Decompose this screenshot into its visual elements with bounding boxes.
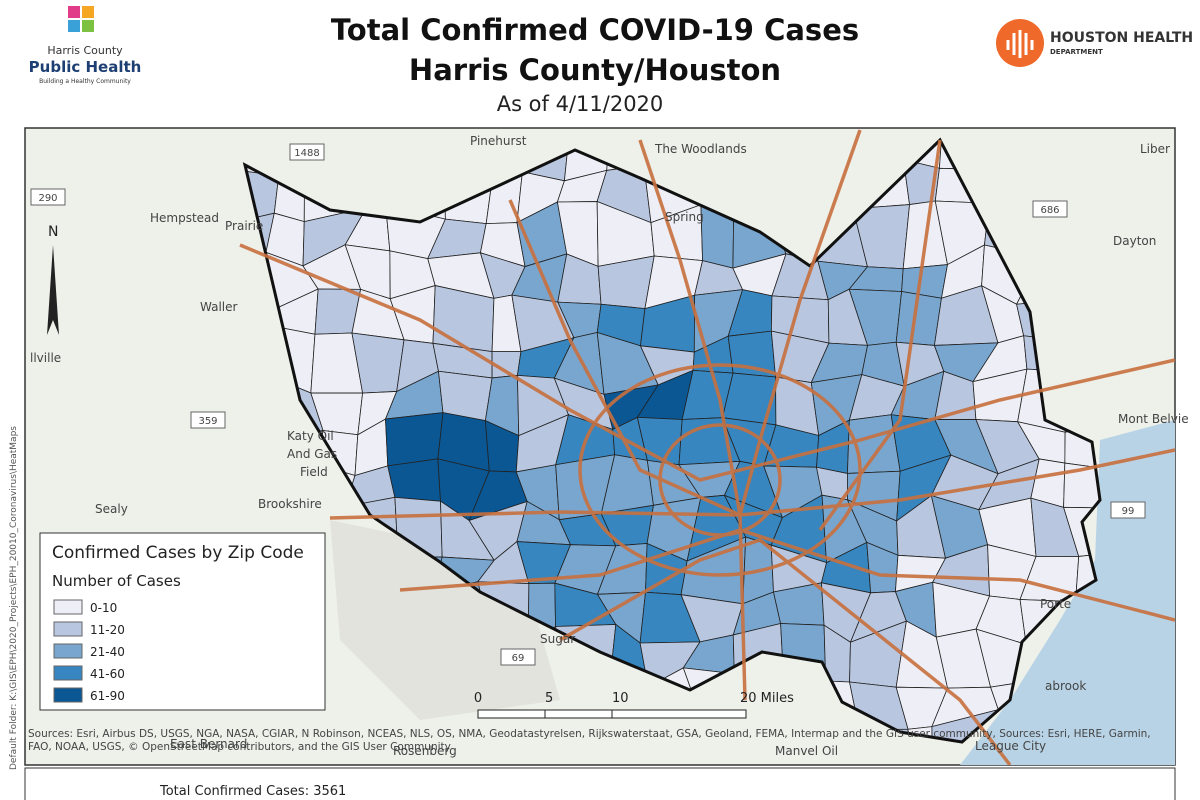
road-shield [30,188,66,206]
place-label: The Woodlands [654,142,747,156]
place-label: Brookshire [258,497,322,511]
legend-swatch [53,687,83,703]
title-line: Harris County/Houston [408,53,782,87]
footer-value: 3561 [313,784,346,799]
logo-text: Public Health [29,58,142,76]
footer-label: Total Confirmed Cases: [159,784,309,799]
place-label: Manvel Oil [775,744,838,758]
zip-area [1063,462,1100,509]
place-label: Hempstead [150,211,219,225]
legend-label: 61-90 [90,689,125,703]
right-logo: HOUSTON HEALTH DEPARTMENT [996,19,1193,67]
road-shield [1110,501,1146,519]
logo-text: HOUSTON HEALTH [1050,30,1193,46]
scale-label: 5 [545,691,553,706]
north-label: N [48,224,58,240]
title: Total Confirmed COVID-19 Cases Harris Co… [0,10,1190,90]
logo-text: Building a Healthy Community [39,78,131,85]
road-shield-label: 290 [38,193,57,204]
legend-label: 11-20 [90,623,125,637]
scale-label: 20 Miles [740,691,794,706]
zip-area [385,412,444,467]
roads [239,129,1175,765]
place-label: Dayton [1113,234,1156,248]
place-label: Porte [1040,597,1071,611]
place-label: Liber [1140,142,1170,156]
place-label: abrook [1045,679,1086,693]
road-shield-label: 359 [198,416,217,427]
place-label: And Gas [287,447,337,461]
road-shield-label: 1488 [294,148,319,159]
zip-area [387,458,441,502]
legend-box [39,532,326,711]
footer-text: Total Confirmed Cases: 3561 [159,784,346,799]
road-shield [190,411,226,429]
scale-bar [477,709,747,719]
road-shield [289,143,325,161]
place-label: Pinehurst [470,134,527,148]
legend-swatch [53,643,83,659]
legend-title: Confirmed Cases by Zip Code [52,543,304,563]
place-label: Spring [665,210,704,224]
place-label: llville [30,351,61,365]
place-label: Katy Oil [287,429,334,443]
legend-label: 0-10 [90,601,117,615]
left-logo: Harris County Public Health Building a H… [29,6,142,85]
road-shield-label: 686 [1040,205,1059,216]
road-shield [1032,200,1068,218]
place-label: East Bernard [170,737,247,751]
footer-box [24,767,1176,800]
place-label: Mont Belvie [1118,412,1189,426]
title-line: Total Confirmed COVID-19 Cases [330,13,860,47]
attribution: Sources: Esri, Airbus DS, USGS, NGA, NAS… [28,728,1151,753]
place-label: Sealy [95,502,128,516]
legend-swatch [53,599,83,615]
legend-swatch [53,665,83,681]
folder-path: Default Folder: K:\GIS\EPH\2020_Projects… [9,426,19,770]
legend-label: 21-40 [90,645,125,659]
scale-label: 10 [612,691,629,706]
place-label: Sugar [540,632,575,646]
legend-label: 41-60 [90,667,125,681]
road-shield [500,648,536,666]
place-label: Waller [200,300,238,314]
place-label: Prairie [225,219,263,233]
place-label: Rosenberg [393,744,457,758]
logo-text: Harris County [47,44,123,57]
legend-swatch [53,621,83,637]
north-arrow [47,245,59,335]
place-label: Field [300,465,328,479]
road-shield-label: 69 [512,653,525,664]
date: As of 4/11/2020 [496,92,664,116]
place-label: League City [975,739,1046,753]
logo-text: DEPARTMENT [1050,48,1103,56]
road-shield-label: 99 [1122,506,1135,517]
legend-subtitle: Number of Cases [52,572,181,590]
scale-label: 0 [474,691,482,706]
